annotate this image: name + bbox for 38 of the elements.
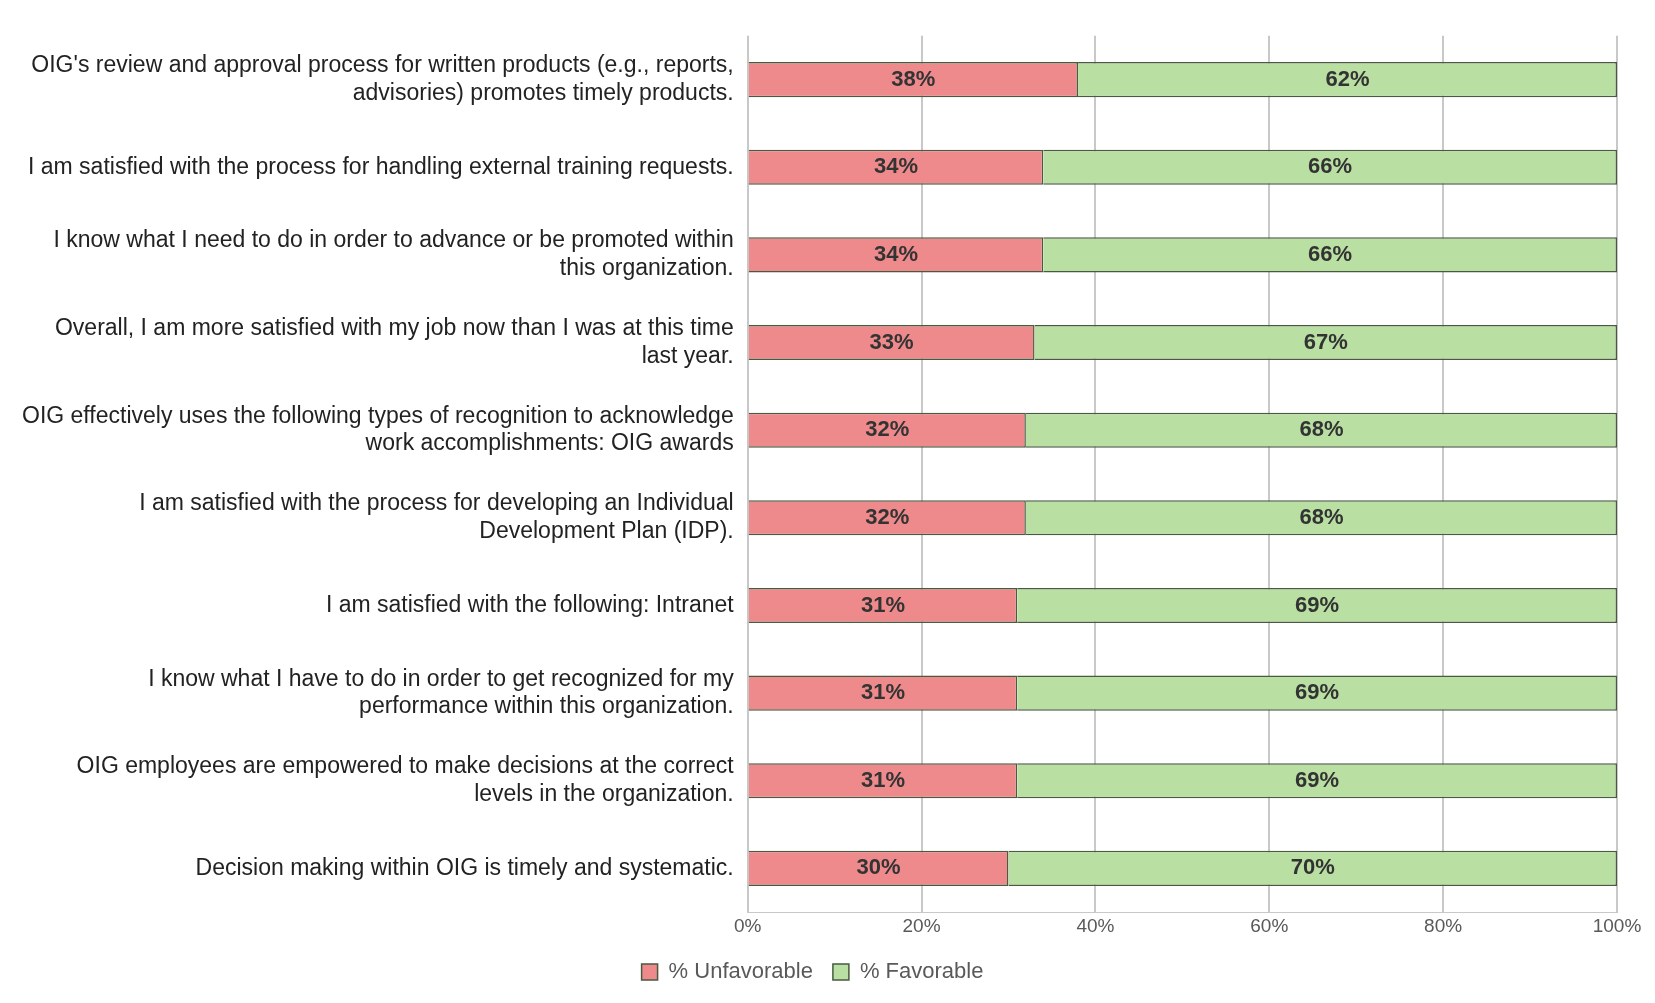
x-tick-label: 20%: [902, 914, 941, 936]
y-tick-label: I know what I have to do in order to get recognized for my performance within this organization.: [148, 664, 735, 719]
y-tick-label: OIG effectively uses the following types of recognition to acknowledge work accomplishments: OIG awards: [21, 401, 734, 456]
y-tick-label: I am satisfied with the process for handling external training requests.: [27, 152, 734, 179]
data-label: 38%: [891, 65, 936, 91]
data-label: 67%: [1303, 328, 1348, 354]
x-tick-label: 80%: [1424, 914, 1463, 936]
legend-label: % Favorable: [859, 958, 984, 984]
data-label: 68%: [1299, 416, 1344, 442]
y-tick-label: OIG's review and approval process for written products (e.g., reports, advisories) promotes timely products.: [31, 51, 734, 105]
data-label: 66%: [1308, 153, 1353, 179]
x-tick-label: 60%: [1250, 914, 1289, 936]
data-label: 31%: [860, 679, 905, 705]
data-label: 70%: [1290, 854, 1335, 880]
y-tick-label: Decision making within OIG is timely and systematic.: [195, 853, 734, 880]
legend-label: % Unfavorable: [668, 958, 813, 984]
data-label: 68%: [1299, 503, 1344, 529]
data-label: 62%: [1325, 65, 1370, 91]
data-label: 32%: [865, 416, 910, 442]
y-tick-label: I am satisfied with the process for developing an Individual Development Plan (IDP).: [139, 489, 734, 543]
y-tick-label: OIG employees are empowered to make decisions at the correct levels in the organization.: [76, 752, 735, 806]
data-label: 31%: [860, 766, 905, 792]
x-tick-label: 0%: [733, 914, 762, 936]
data-label: 33%: [869, 328, 914, 354]
x-tick-label: 100%: [1592, 914, 1642, 936]
y-tick-label: Overall, I am more satisfied with my job now than I was at this time last year.: [54, 314, 734, 368]
data-label: 34%: [873, 153, 918, 179]
y-tick-label: I know what I need to do in order to advance or be promoted within this organization.: [53, 226, 734, 281]
data-label: 30%: [856, 854, 901, 880]
x-tick-label: 40%: [1076, 914, 1115, 936]
data-label: 69%: [1295, 766, 1340, 792]
data-label: 32%: [865, 503, 910, 529]
data-label: 69%: [1295, 591, 1340, 617]
data-label: 31%: [860, 591, 905, 617]
data-label: 34%: [873, 240, 918, 266]
y-tick-label: I am satisfied with the following: Intranet: [325, 590, 735, 617]
data-label: 66%: [1308, 240, 1353, 266]
data-label: 69%: [1295, 679, 1340, 705]
